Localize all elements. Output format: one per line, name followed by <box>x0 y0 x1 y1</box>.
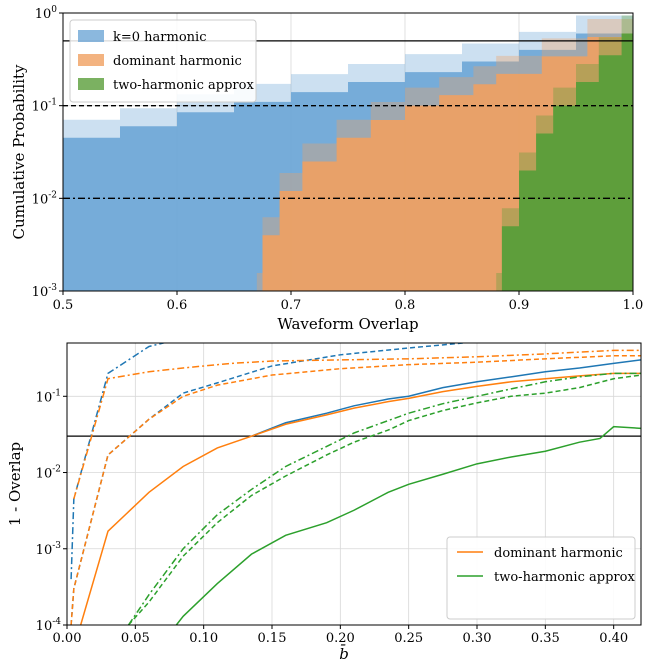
series-lines <box>70 343 641 625</box>
x-tick-label: 1.0 <box>623 298 644 313</box>
y-tick-label-base: 10 <box>36 543 53 558</box>
x-tick-label: 0.10 <box>189 631 218 646</box>
y-tick-label-exp: -1 <box>52 388 61 398</box>
y-tick-label: 10-3 <box>32 283 58 300</box>
x-tick-label: 0.8 <box>395 298 416 313</box>
x-tick-label: 0.15 <box>258 631 287 646</box>
y-tick-label-exp: -4 <box>52 617 61 627</box>
legend-label: dominant harmonic <box>494 546 623 561</box>
legend-swatch <box>78 78 104 90</box>
legend-label: k=0 harmonic <box>113 30 206 45</box>
y-tick-label-exp: -1 <box>48 98 57 108</box>
series-line-5-solid <box>79 372 641 625</box>
series-line-0-dashdot <box>70 343 167 580</box>
y-tick-label-base: 10 <box>35 7 52 22</box>
x-tick-label: 0.00 <box>53 631 82 646</box>
x-tick-label: 0.05 <box>121 631 150 646</box>
y-tick-label: 10-1 <box>32 98 57 115</box>
series-line-3-dashdot <box>73 349 641 500</box>
series-line-4-dashed <box>70 355 641 625</box>
x-axis-label: Waveform Overlap <box>277 315 418 333</box>
x-tick-label: 0.25 <box>394 631 423 646</box>
two-harmonic-approx-area <box>496 13 633 291</box>
plot-frame <box>62 12 634 292</box>
y-tick-label: 10-2 <box>32 190 57 207</box>
y-tick-label-base: 10 <box>32 192 49 207</box>
bottom-chart: 0.00 0.05 0.10 0.15 0.20 0.25 0.30 0.35 0.4010-4… <box>6 342 642 663</box>
y-axis-label: 1 - Overlap <box>6 442 24 526</box>
series-line-8-solid <box>175 425 641 625</box>
series-line-1-dashed <box>70 343 464 625</box>
y-tick-label: 100 <box>35 5 58 22</box>
y-tick-label-exp: -3 <box>48 283 57 293</box>
legend-label: two-harmonic approx <box>113 78 254 93</box>
series-line-7-dashed <box>127 374 641 625</box>
y-tick-label: 10-2 <box>36 465 61 482</box>
x-tick-label: 0.40 <box>599 631 628 646</box>
legend-box <box>446 536 636 620</box>
x-tick-label: 0.30 <box>463 631 492 646</box>
y-tick-label-base: 10 <box>36 619 53 634</box>
legend-swatch <box>78 30 104 42</box>
y-tick-label: 10-3 <box>36 541 62 558</box>
y-tick-label-exp: 0 <box>51 5 57 15</box>
x-tick-label: 0.35 <box>531 631 560 646</box>
x-tick-label: 0.20 <box>326 631 355 646</box>
y-tick-label-base: 10 <box>36 467 53 482</box>
x-axis-label: b̄ <box>339 645 349 662</box>
legend-label: dominant harmonic <box>113 54 242 69</box>
y-tick-label-exp: -2 <box>48 190 57 200</box>
y-axis-label: Cumulative Probability <box>10 64 28 240</box>
x-tick-label: 0.6 <box>167 298 188 313</box>
x-tick-label: 0.9 <box>509 298 530 313</box>
legend-swatch <box>78 54 104 66</box>
plot-frame <box>66 342 642 626</box>
y-tick-label-base: 10 <box>36 390 53 405</box>
legend-label: two-harmonic approx <box>494 570 635 585</box>
y-tick-label-exp: -2 <box>52 465 61 475</box>
y-tick-label-exp: -3 <box>52 541 61 551</box>
two-harmonic-approx-area-envelope <box>496 13 633 291</box>
y-tick-label-base: 10 <box>32 285 49 300</box>
legend: k=0 harmonic dominant harmonic two-harmoni… <box>69 19 257 103</box>
legend: dominant harmonic two-harmonic approx <box>446 536 636 620</box>
x-tick-label: 0.5 <box>53 298 74 313</box>
legend-box <box>69 19 257 103</box>
series-line-6-dashdot <box>127 372 641 625</box>
x-tick-label: 0.7 <box>281 298 302 313</box>
y-tick-label: 10-4 <box>36 617 62 634</box>
y-tick-label: 10-1 <box>36 388 61 405</box>
top-chart: 0.5 0.6 0.7 0.8 0.9 1.010-310-210-1100Wavefor… <box>10 5 643 333</box>
y-tick-label-base: 10 <box>32 100 49 115</box>
series-line-2-solid <box>251 359 641 437</box>
